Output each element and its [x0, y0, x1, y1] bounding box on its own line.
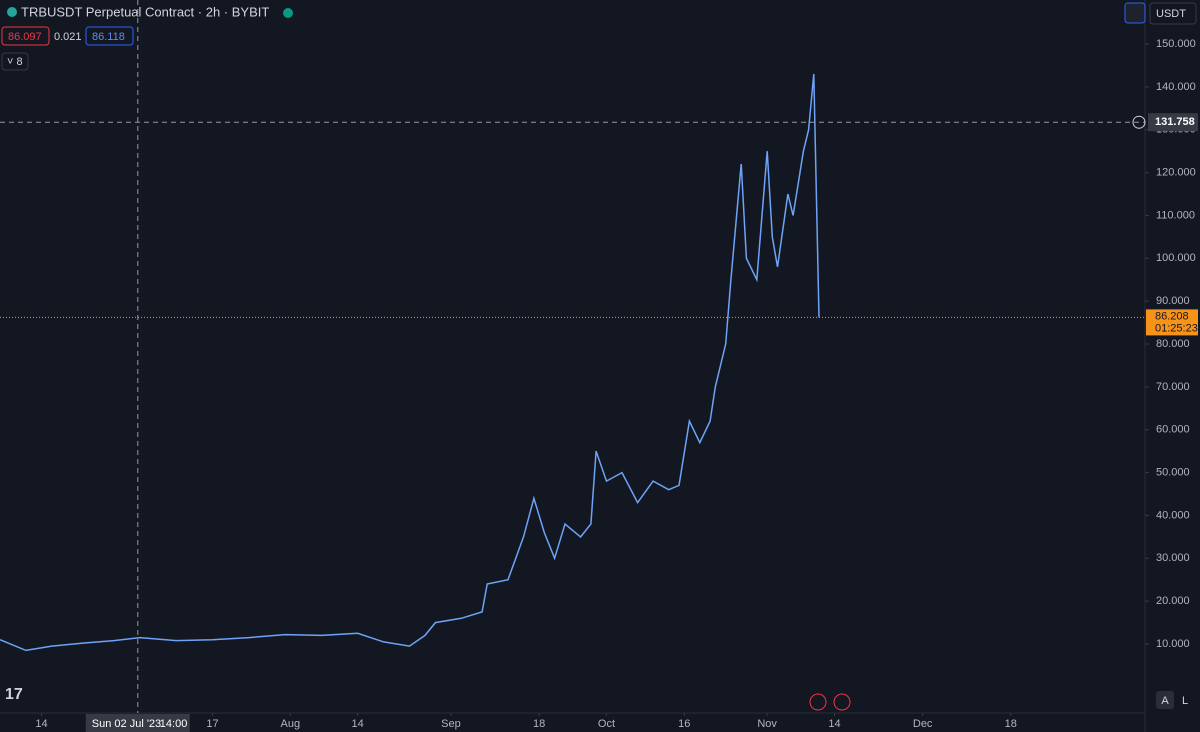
y-tick-label: 40.000 — [1156, 509, 1190, 521]
x-tick-label: Sep — [441, 718, 461, 730]
change-value: 0.021 — [54, 31, 82, 43]
auto-scale-button[interactable] — [1156, 691, 1174, 709]
add-alert-button[interactable] — [1132, 115, 1146, 129]
y-tick-label: 100.000 — [1156, 252, 1196, 264]
event-icon[interactable] — [809, 693, 827, 711]
event-icon[interactable] — [833, 693, 851, 711]
crosshair-price-box — [1148, 113, 1198, 132]
open-value: 86.097 — [8, 31, 42, 43]
last-price-label: 86.208 — [1155, 310, 1189, 322]
indicator-count-value: 8 — [16, 56, 22, 68]
x-tick-label: Nov — [757, 718, 777, 730]
y-tick-label: 140.000 — [1156, 81, 1196, 93]
y-tick-label: 60.000 — [1156, 424, 1190, 436]
close-value: 86.118 — [92, 31, 125, 43]
symbol-icon — [7, 7, 17, 17]
x-tick-label: 14 — [828, 718, 840, 730]
indicators-toggle[interactable] — [1, 52, 29, 71]
x-tick-label: Dec — [913, 718, 933, 730]
ohlc-box — [1, 26, 50, 46]
logo: 17 — [5, 686, 23, 703]
crosshair-price-label: 131.758 — [1155, 116, 1195, 128]
y-tick-label: 20.000 — [1156, 595, 1190, 607]
y-tick-label: 90.000 — [1156, 295, 1190, 307]
y-tick-label: 50.000 — [1156, 466, 1190, 478]
crosshair-time-label: 14:00 — [160, 718, 188, 730]
x-tick-label: 18 — [533, 718, 545, 730]
y-tick-label: 80.000 — [1156, 338, 1190, 350]
market-status — [283, 8, 293, 18]
indicator-count[interactable]: ˅ 8 — [7, 56, 23, 68]
x-tick-label: 18 — [1005, 718, 1017, 730]
y-tick-label: 110.000 — [1156, 209, 1195, 221]
price-line — [0, 73, 820, 652]
auto-scale-label[interactable]: A — [1161, 695, 1169, 707]
last-price-box — [1146, 309, 1198, 336]
crosshair-date-label: Sun 02 Jul '23 — [92, 718, 161, 730]
currency[interactable]: USDT — [1156, 8, 1186, 20]
log-scale-label[interactable]: L — [1182, 695, 1188, 707]
sync-button[interactable] — [1124, 2, 1146, 24]
y-tick-label: 120.000 — [1156, 166, 1196, 178]
countdown-label: 01:25:23 — [1155, 322, 1198, 334]
chart-title: TRBUSDT Perpetual Contract · 2h · BYBIT — [21, 4, 269, 19]
x-tick-label: 16 — [678, 718, 690, 730]
crosshair-date-box — [85, 714, 190, 732]
y-tick-label: 70.000 — [1156, 381, 1190, 393]
x-tick-label: Aug — [280, 718, 300, 730]
x-tick-label: Oct — [598, 718, 615, 730]
ohlc-box — [85, 26, 134, 46]
y-tick-label: 30.000 — [1156, 552, 1190, 564]
x-tick-label: 14 — [35, 718, 47, 730]
y-tick-label: 150.000 — [1156, 38, 1196, 50]
y-tick-label: 10.000 — [1156, 638, 1190, 650]
currency-select[interactable] — [1149, 2, 1197, 25]
x-tick-label: 17 — [206, 718, 218, 730]
x-tick-label: 14 — [352, 718, 364, 730]
